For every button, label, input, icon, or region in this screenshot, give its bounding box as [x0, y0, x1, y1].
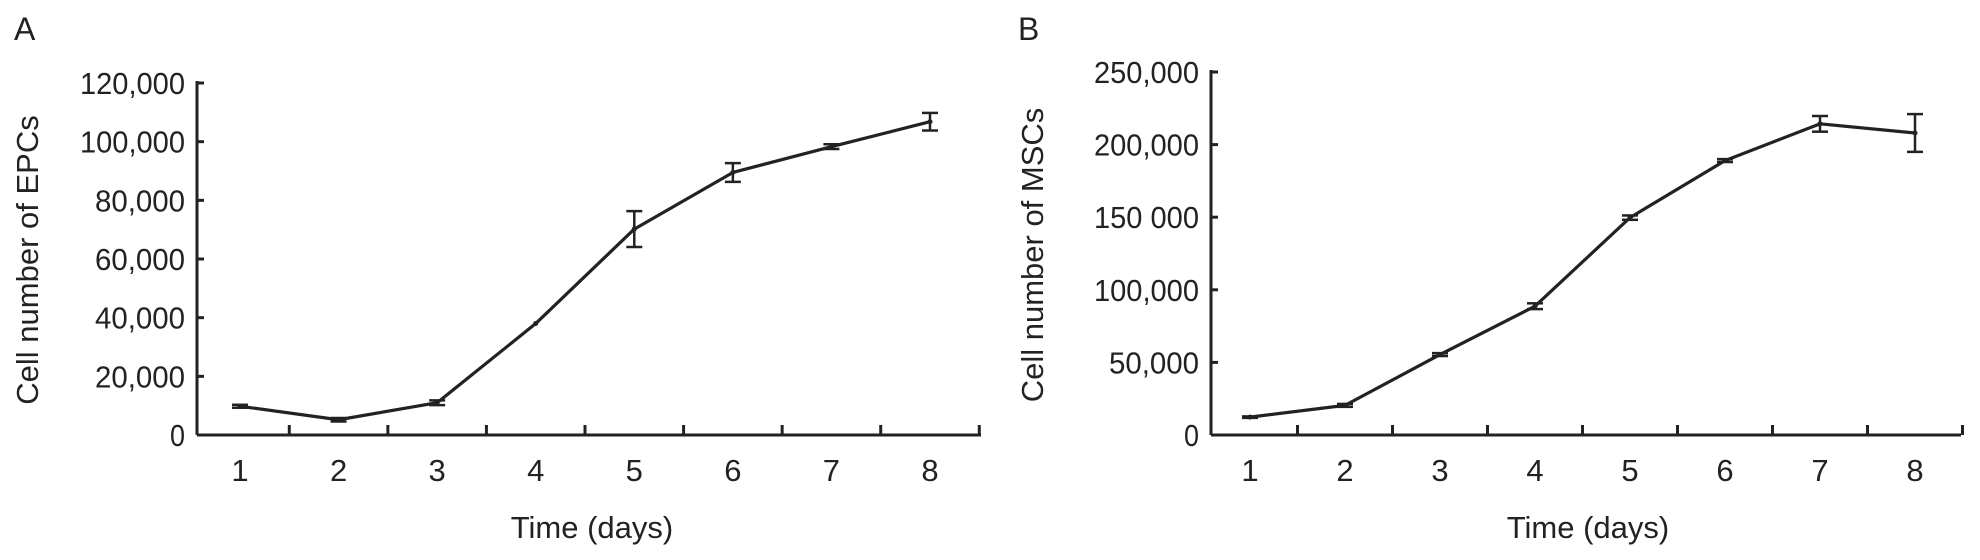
- x-tick-label: 8: [921, 453, 938, 488]
- y-tick-label: 60,000: [95, 242, 185, 277]
- x-tick-label: 2: [330, 453, 347, 488]
- y-tick-label: 200,000: [1094, 128, 1199, 163]
- x-tick-label: 3: [1431, 453, 1448, 488]
- panel-b-chart: B Cell number of MSCs Time (days) 0 50,00…: [1015, 11, 1964, 545]
- y-tick-label: 100,000: [80, 125, 185, 160]
- y-tick-label: 150 000: [1094, 200, 1199, 235]
- x-tick-label: 3: [429, 453, 446, 488]
- x-tick-label: 8: [1906, 453, 1923, 488]
- y-tick-label: 250,000: [1094, 55, 1199, 90]
- x-tick-label: 5: [1621, 453, 1638, 488]
- data-point: [533, 321, 539, 327]
- panel-a-chart: A Cell number of EPCs Time (days) 0 20,00…: [10, 11, 981, 545]
- x-tick-label: 2: [1336, 453, 1353, 488]
- x-tick-label: 7: [1811, 453, 1828, 488]
- x-tick-label: 6: [724, 453, 741, 488]
- y-axis-title-a: Cell number of EPCs: [10, 115, 45, 404]
- y-tick-label: 0: [1184, 418, 1199, 453]
- y-axis-title-b: Cell number of MSCs: [1015, 108, 1050, 403]
- x-tick-label: 1: [1241, 453, 1258, 488]
- y-tick-label: 20,000: [95, 359, 185, 394]
- x-tick-label: 6: [1716, 453, 1733, 488]
- x-axis-title-b: Time (days): [1507, 510, 1669, 545]
- y-tick-label: 120,000: [80, 66, 185, 101]
- y-tick-label: 80,000: [95, 183, 185, 218]
- x-axis-title-a: Time (days): [511, 510, 673, 545]
- x-tick-label: 4: [527, 453, 544, 488]
- series-line: [1249, 122, 1916, 419]
- series-line: [239, 120, 931, 422]
- panel-label-b: B: [1018, 11, 1039, 47]
- x-tick-label: 7: [823, 453, 840, 488]
- x-tick-label: 1: [231, 453, 248, 488]
- y-tick-label: 100,000: [1094, 273, 1199, 308]
- panel-label-a: A: [14, 11, 36, 47]
- y-tick-label: 0: [170, 418, 185, 453]
- y-tick-label: 40,000: [95, 301, 185, 336]
- x-tick-label: 5: [626, 453, 643, 488]
- x-tick-label: 4: [1526, 453, 1543, 488]
- y-tick-label: 50,000: [1109, 345, 1199, 380]
